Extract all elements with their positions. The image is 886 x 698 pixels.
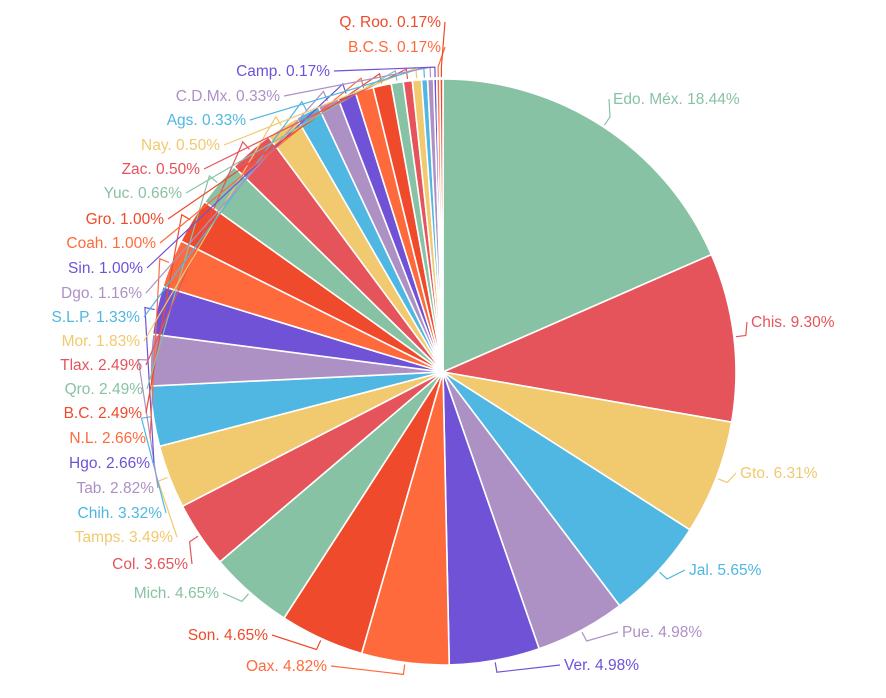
leader-line-jal <box>659 569 686 580</box>
pie-slices <box>149 78 737 666</box>
label-qro: Qro. 2.49% <box>65 381 144 398</box>
label-ags: Ags. 0.33% <box>167 112 246 129</box>
slice-labels: Edo. Méx. 18.44% Chis. 9.30% Gto. 6.31% Jal… <box>52 14 835 675</box>
leader-line-oax <box>330 664 406 676</box>
leader-line-mich <box>222 592 249 603</box>
label-edo-m-x: Edo. Méx. 18.44% <box>613 91 740 108</box>
leader-line-son <box>271 634 322 651</box>
label-ver: Ver. 4.98% <box>564 657 639 674</box>
slice-gto[interactable] <box>442 371 733 531</box>
label-gro: Gro. 1.00% <box>86 211 165 228</box>
leader-lines <box>137 21 748 676</box>
leader-line-n-l <box>149 257 170 439</box>
label-oax: Oax. 4.82% <box>246 658 327 675</box>
leader-line-tab <box>137 358 159 489</box>
leader-line-zac <box>203 68 409 170</box>
label-son: Son. 4.65% <box>188 627 268 644</box>
leader-line-pue <box>581 631 619 642</box>
leader-line-q-roo <box>440 21 446 77</box>
label-tamps: Tamps. 3.49% <box>75 529 173 546</box>
label-q-roo: Q. Roo. 0.17% <box>339 14 441 31</box>
label-nay: Nay. 0.50% <box>141 137 220 154</box>
label-hgo: Hgo. 2.66% <box>69 455 150 472</box>
label-tab: Tab. 2.82% <box>76 480 154 497</box>
label-sin: Sin. 1.00% <box>68 260 143 277</box>
leader-line-chih <box>140 416 167 514</box>
leader-line-edo-m-x <box>603 98 611 126</box>
label-c-d-mx: C.D.Mx. 0.33% <box>176 88 280 105</box>
leader-line-tlax <box>145 140 250 366</box>
label-mor: Mor. 1.83% <box>62 333 141 350</box>
label-gto: Gto. 6.31% <box>740 465 818 482</box>
label-col: Col. 3.65% <box>112 556 188 573</box>
label-s-l-p: S.L.P. 1.33% <box>52 309 141 326</box>
label-zac: Zac. 0.50% <box>122 161 201 178</box>
slice-edo-m-x[interactable] <box>442 78 713 374</box>
leader-line-s-l-p <box>143 100 308 318</box>
label-jal: Jal. 5.65% <box>689 562 762 579</box>
label-b-c: B.C. 2.49% <box>64 405 143 422</box>
label-chis: Chis. 9.30% <box>751 314 835 331</box>
leader-line-ver <box>494 662 561 673</box>
label-pue: Pue. 4.98% <box>622 624 702 641</box>
slice-chis[interactable] <box>440 253 737 424</box>
label-tlax: Tlax. 2.49% <box>60 357 142 374</box>
leader-line-yuc <box>185 69 398 194</box>
label-yuc: Yuc. 0.66% <box>104 185 183 202</box>
label-b-c-s: B.C.S. 0.17% <box>348 39 441 56</box>
label-dgo: Dgo. 1.16% <box>61 285 142 302</box>
label-n-l: N.L. 2.66% <box>69 430 146 447</box>
leader-line-b-c <box>145 213 191 414</box>
leader-line-qro <box>146 174 218 390</box>
slice-q-roo[interactable] <box>439 78 444 373</box>
leader-line-col <box>188 535 199 565</box>
label-camp: Camp. 0.17% <box>236 63 330 80</box>
label-coah: Coah. 1.00% <box>66 235 156 252</box>
leader-line-camp <box>333 66 436 78</box>
label-mich: Mich. 4.65% <box>134 585 220 602</box>
label-chih: Chih. 3.32% <box>78 505 163 522</box>
leader-line-chis <box>735 321 748 338</box>
leader-line-gto <box>717 472 737 484</box>
